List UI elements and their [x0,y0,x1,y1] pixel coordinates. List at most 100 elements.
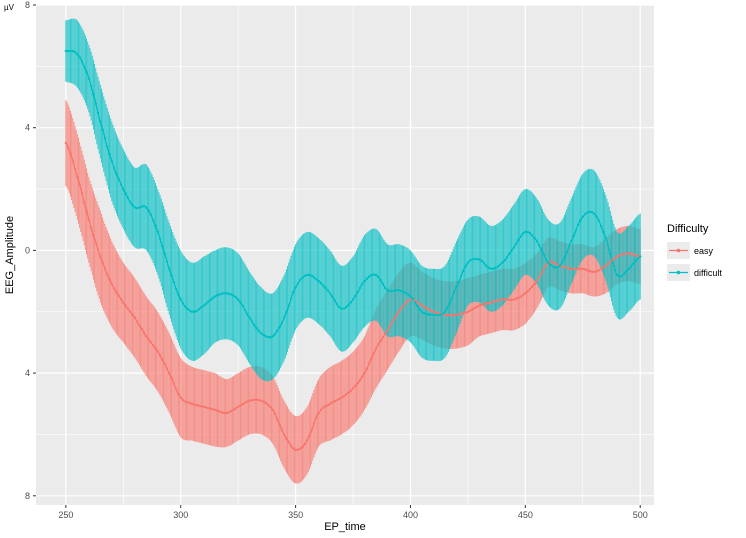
point-easy [216,409,219,412]
point-difficult [73,50,77,54]
point-difficult [342,307,346,310]
point-difficult [354,294,357,298]
point-difficult [69,49,72,53]
point-easy [197,404,201,407]
point-easy [549,260,552,264]
point-difficult [489,267,493,271]
point-easy [292,447,295,450]
point-difficult [358,286,362,290]
point-difficult [333,299,336,302]
point-easy [195,404,199,407]
point-difficult [216,294,219,297]
point-easy [89,226,93,229]
point-easy [487,301,490,305]
point-easy [106,273,109,276]
point-difficult [432,313,435,317]
point-difficult [138,206,141,209]
point-difficult [475,257,479,261]
point-difficult [262,333,265,337]
point-difficult [416,304,419,308]
point-difficult [142,204,146,208]
point-difficult [179,298,182,301]
point-easy [551,261,555,264]
point-easy [138,323,141,327]
point-difficult [193,310,196,313]
point-difficult [209,298,212,301]
point-difficult [225,292,228,295]
point-easy [576,267,580,270]
point-difficult [287,304,290,307]
point-easy [540,271,543,275]
point-easy [202,405,205,409]
point-difficult [595,215,598,218]
point-difficult [418,308,421,311]
point-easy [616,255,619,258]
point-difficult [446,307,449,310]
point-easy [372,352,375,355]
point-easy [145,335,148,338]
point-difficult [528,232,532,235]
point-difficult [266,335,270,339]
point-difficult [220,292,224,295]
point-difficult [213,295,217,298]
x-tick-label: 350 [288,510,303,520]
point-difficult [66,49,70,53]
point-easy [92,234,95,237]
point-easy [78,183,81,187]
point-easy [124,304,127,307]
point-easy [200,405,203,408]
point-easy [565,266,568,269]
point-easy [498,298,502,302]
point-easy [96,248,100,252]
point-easy [537,276,541,279]
point-easy [356,381,359,385]
point-easy [402,304,405,307]
point-difficult [71,49,74,53]
point-difficult [487,266,490,269]
point-easy [209,407,212,410]
point-difficult [420,310,424,313]
point-difficult [560,261,564,264]
point-difficult [64,49,68,53]
point-easy [218,410,221,413]
point-difficult [110,160,114,163]
point-easy [280,428,284,432]
point-easy [276,417,279,421]
point-easy [234,407,238,410]
point-easy [526,290,529,293]
point-easy [599,267,603,271]
point-difficult [207,300,210,304]
point-difficult [576,223,580,227]
point-easy [606,262,610,266]
point-easy [485,302,488,305]
point-easy [613,256,617,260]
point-difficult [526,230,529,234]
point-easy [285,437,288,440]
point-easy [151,343,155,347]
point-easy [432,310,435,313]
point-easy [588,269,591,273]
point-easy [342,394,346,398]
point-difficult [485,264,488,267]
point-easy [519,295,522,298]
legend-label-difficult: difficult [694,268,722,278]
point-difficult [441,312,444,316]
point-difficult [606,244,610,247]
legend-key-difficult-point [676,270,681,275]
point-difficult [131,203,134,207]
point-easy [133,316,136,320]
point-easy [211,408,215,411]
point-easy [581,267,584,271]
point-easy [556,263,559,266]
point-easy [87,218,91,221]
point-easy [230,409,233,413]
point-easy [367,362,371,365]
point-easy [388,325,391,328]
point-difficult [478,258,481,261]
point-difficult [305,273,309,277]
point-easy [278,423,281,426]
point-difficult [512,246,516,249]
point-easy [634,254,637,257]
point-easy [618,254,621,257]
